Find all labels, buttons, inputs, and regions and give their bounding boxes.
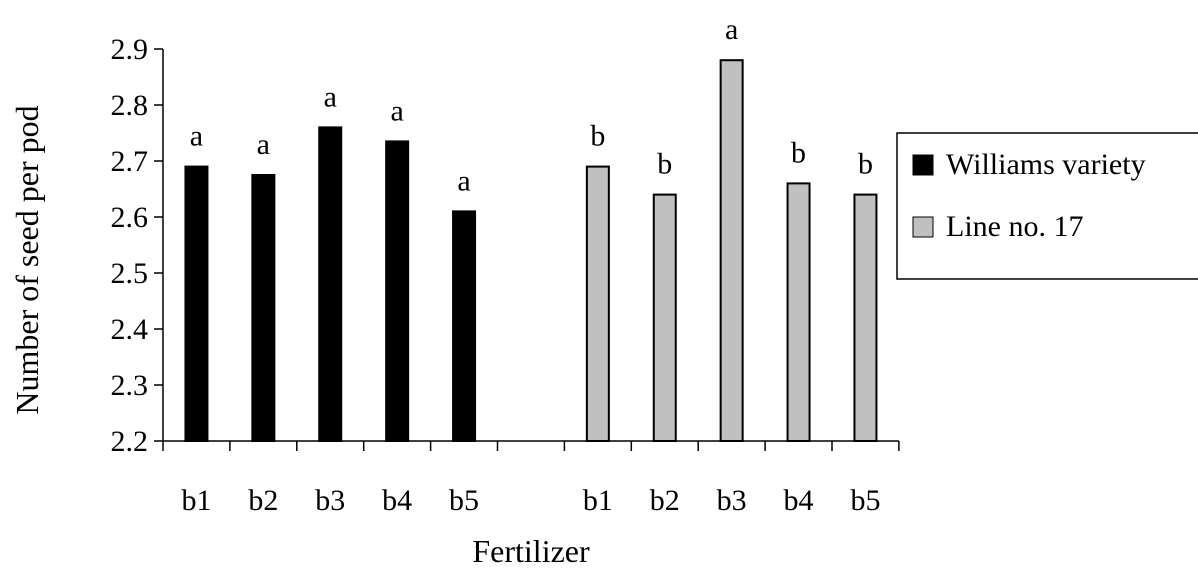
y-tick-label: 2.8 — [111, 89, 149, 122]
y-tick-label: 2.9 — [111, 33, 149, 66]
bar-series1-b2 — [251, 174, 276, 442]
legend: Williams variety Line no. 17 — [896, 132, 1198, 280]
x-tick-label: b2 — [650, 484, 680, 517]
bar-series2-b4 — [786, 182, 811, 442]
x-tick-label: b3 — [315, 484, 345, 517]
y-tick-label: 2.6 — [111, 201, 149, 234]
bar-series2-b2 — [652, 193, 677, 442]
bar-series2-b1 — [585, 165, 610, 442]
bar-series1-b1 — [184, 165, 209, 442]
y-tick-label: 2.4 — [111, 313, 149, 346]
legend-frame — [896, 132, 1198, 280]
x-tick-label: b1 — [181, 484, 211, 517]
x-tick-label: b4 — [784, 484, 814, 517]
x-tick-label: b5 — [449, 484, 479, 517]
x-axis: b1 b2 b3 b4 b5 b1 b2 b3 b4 b5 — [162, 440, 900, 517]
y-tick-label: 2.7 — [111, 145, 149, 178]
significance-letter: b — [791, 136, 806, 169]
significance-letter: a — [725, 13, 738, 46]
bar-series1-b4 — [385, 140, 410, 442]
y-axis: 2.2 2.3 2.4 2.5 2.6 2.7 2.8 2.9 — [111, 33, 164, 458]
x-tick-label: b4 — [382, 484, 412, 517]
significance-letter: b — [858, 148, 873, 181]
x-tick-label: b2 — [248, 484, 278, 517]
legend-swatch-williams-variety — [912, 154, 934, 176]
significance-letter: a — [457, 164, 470, 197]
legend-label-williams-variety: Williams variety — [946, 148, 1146, 181]
bar-series2-b3 — [719, 59, 744, 442]
significance-letter: a — [324, 80, 337, 113]
x-tick-label: b5 — [850, 484, 880, 517]
significance-letter: a — [190, 120, 203, 153]
significance-letter: a — [257, 128, 270, 161]
data-labels: a a a a a b b a b b — [190, 13, 873, 197]
bar-series2-b5 — [853, 193, 878, 442]
x-tick-label: b1 — [583, 484, 613, 517]
significance-letter: b — [657, 148, 672, 181]
bars — [184, 59, 878, 443]
y-tick-label: 2.3 — [111, 369, 149, 402]
significance-letter: b — [590, 120, 605, 153]
bar-series1-b5 — [452, 210, 477, 442]
y-axis-title: Number of seed per pod — [9, 105, 45, 414]
bar-series1-b3 — [318, 126, 343, 443]
legend-swatch-line-no-17 — [912, 216, 934, 238]
y-tick-label: 2.5 — [111, 257, 149, 290]
y-tick-label: 2.2 — [111, 425, 149, 458]
legend-label-line-no-17: Line no. 17 — [946, 210, 1083, 243]
x-tick-label: b3 — [717, 484, 747, 517]
x-axis-title: Fertilizer — [472, 533, 590, 569]
significance-letter: a — [390, 94, 403, 127]
